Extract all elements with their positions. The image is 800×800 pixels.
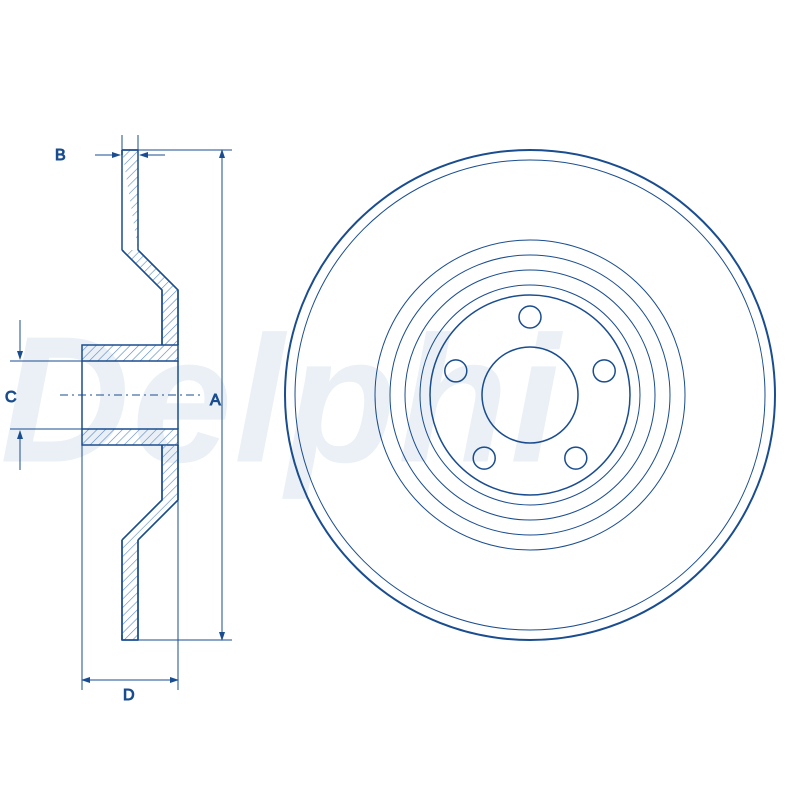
label-A: A <box>210 392 221 409</box>
front-view <box>285 150 775 640</box>
side-view <box>60 150 200 640</box>
diagram-svg: A B C D <box>0 0 800 800</box>
label-D: D <box>123 687 135 704</box>
label-C: C <box>5 389 17 406</box>
bolt-holes <box>445 306 615 469</box>
dimension-C: C <box>5 320 82 470</box>
label-B: B <box>55 147 66 164</box>
